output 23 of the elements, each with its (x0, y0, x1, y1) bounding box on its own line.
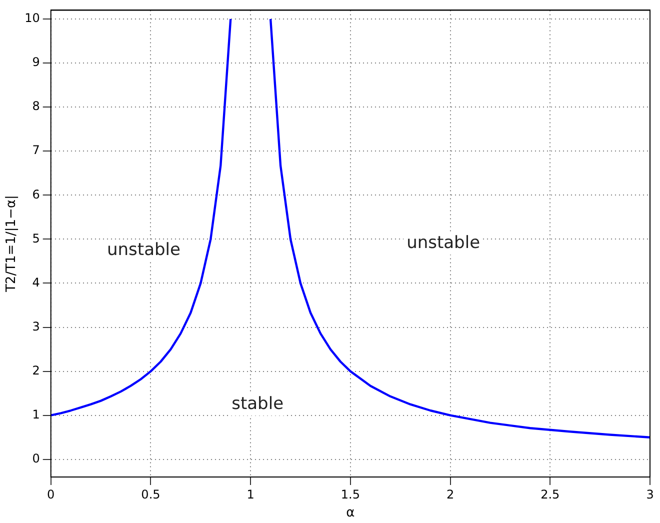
y-tick-label: 4 (32, 275, 40, 290)
x-tick-label: 2 (446, 487, 454, 502)
y-axis-title: T2/T1=1/|1−α| (4, 195, 20, 294)
x-tick-label: 1 (246, 487, 254, 502)
y-tick-label: 7 (32, 143, 40, 158)
x-axis-title: α (346, 506, 355, 521)
y-tick-label: 0 (32, 452, 40, 466)
x-tick-label: 2.5 (540, 487, 560, 502)
annotation: stable (232, 394, 284, 414)
x-tick-label: 1.5 (340, 487, 360, 502)
y-tick-label: 10 (24, 11, 40, 26)
annotation: unstable (107, 240, 180, 260)
x-tick-label: 3 (646, 487, 654, 502)
y-tick-label: 5 (32, 231, 40, 246)
x-tick-label: 0 (47, 487, 55, 502)
y-tick-label: 1 (32, 407, 40, 422)
y-tick-label: 2 (32, 363, 40, 378)
annotation: unstable (406, 233, 480, 254)
y-tick-label: 9 (32, 55, 40, 70)
y-tick-label: 3 (32, 319, 40, 334)
y-tick-label: 6 (32, 187, 40, 202)
y-tick-label: 8 (32, 99, 40, 114)
x-tick-label: 0.5 (141, 487, 160, 502)
